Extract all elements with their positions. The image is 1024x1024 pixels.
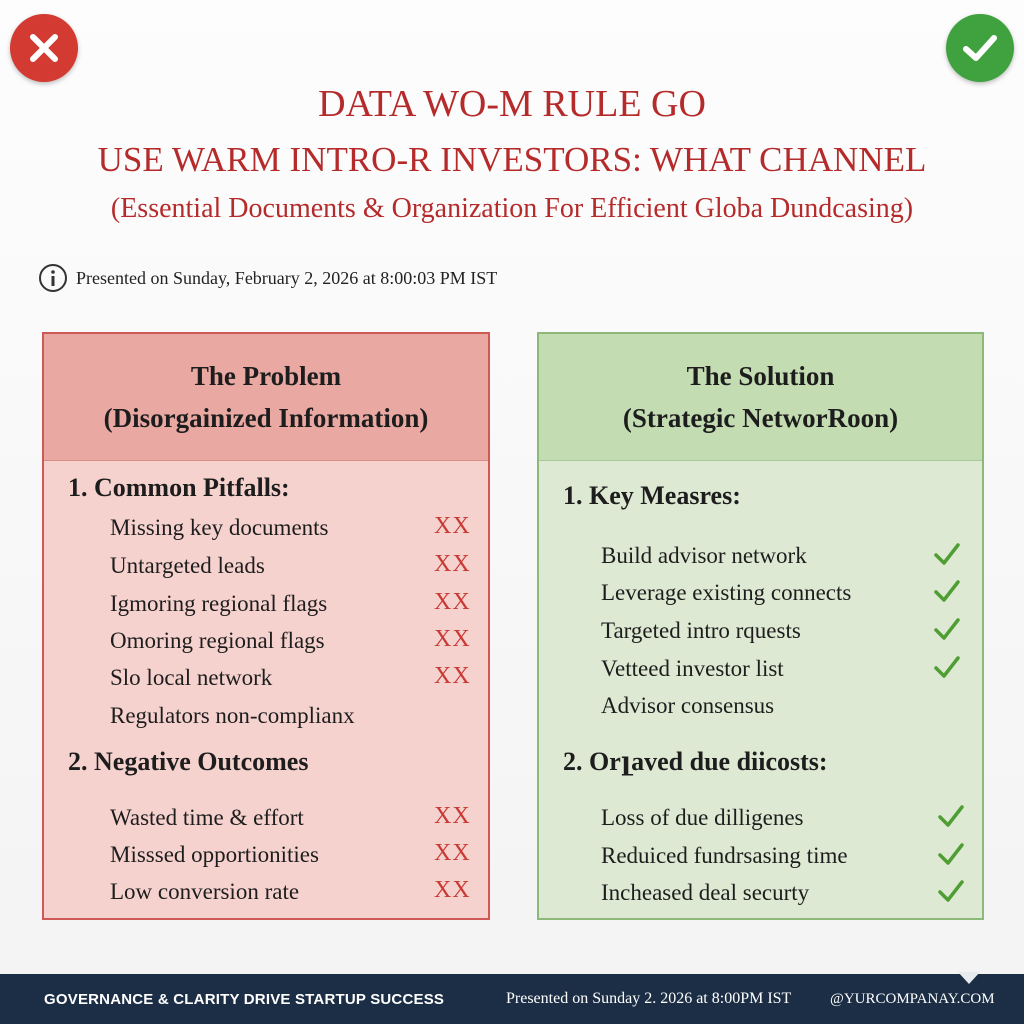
- x-mark-icon: XX: [434, 877, 471, 903]
- page-title: DATA WO-M RULE GO: [318, 83, 706, 125]
- x-mark-icon: XX: [434, 626, 471, 652]
- triangle-marker-icon: [958, 972, 980, 984]
- list-item: Leverage existing connects: [601, 580, 852, 605]
- list-item: Targeted intro rquests: [601, 618, 801, 643]
- solution-heading-sub: (Strategic NetworRoon): [622, 403, 899, 433]
- x-mark-icon: XX: [434, 663, 471, 689]
- solution-panel-header: The Solution (Strategic NetworRoon): [539, 334, 982, 461]
- problem-heading: The Problem: [190, 361, 342, 391]
- list-item: Slo local network: [110, 665, 273, 690]
- check-mark-icon: [937, 803, 965, 834]
- check-mark-icon: [937, 878, 965, 909]
- list-item: Wasted time & effort: [110, 805, 304, 830]
- list-item: Incheased deal securty: [601, 880, 810, 905]
- x-mark-icon: XX: [434, 803, 471, 829]
- check-mark-icon: [933, 578, 961, 609]
- list-item: Regulators non-complianx: [110, 703, 355, 728]
- presented-text: Presented on Sunday, February 2, 2026 at…: [76, 267, 498, 288]
- x-mark-icon: XX: [434, 840, 471, 866]
- x-mark-icon: XX: [434, 513, 471, 539]
- list-item: Low conversion rate: [110, 879, 300, 904]
- check-mark-icon: [933, 541, 961, 572]
- page-title-secondary: USE WARM INTRO-R INVESTORS: WHAT CHANNEL: [97, 140, 927, 179]
- problem-heading-sub: (Disorgainized Information): [103, 403, 429, 433]
- list-item: Loss of due dilligenes: [601, 805, 804, 830]
- presented-line: Presented on Sunday, February 2, 2026 at…: [38, 263, 497, 293]
- footer-handle-link[interactable]: @YURCOMPANAY.COM: [830, 990, 995, 1007]
- list-item: Reduiced fundrsasing time: [601, 843, 848, 868]
- check-circle-icon: [946, 14, 1014, 82]
- list-item: Build advisor network: [601, 543, 807, 568]
- footer-tagline: GOVERNANCE & CLARITY DRIVE STARTUP SUCCE…: [44, 990, 445, 1008]
- footer-presented: Presented on Sunday 2. 2026 at 8:00PM IS…: [506, 990, 792, 1007]
- x-mark-icon: XX: [434, 589, 471, 615]
- list-item: Omoring regional flags: [110, 628, 325, 653]
- list-item: Misssed opportionities: [110, 842, 319, 867]
- solution-panel: The Solution (Strategic NetworRoon) 1. K…: [537, 332, 984, 920]
- list-item: Igmoring regional flags: [110, 591, 328, 616]
- check-mark-icon: [937, 841, 965, 872]
- x-mark-icon: XX: [434, 551, 471, 577]
- solution-heading: The Solution: [686, 361, 835, 391]
- section-title-due-diligence: 2. Orլaved due diicosts:: [563, 747, 828, 776]
- check-mark-icon: [933, 654, 961, 685]
- footer-bar: GOVERNANCE & CLARITY DRIVE STARTUP SUCCE…: [0, 972, 1024, 1024]
- section-title-outcomes: 2. Negative Outcomes: [68, 747, 309, 776]
- info-icon: [38, 263, 68, 293]
- list-item: Untargeted leads: [110, 553, 265, 578]
- list-item: Vetteed investor list: [601, 656, 784, 681]
- x-circle-icon: [10, 14, 78, 82]
- section-title-measures: 1. Key Measres:: [563, 481, 741, 510]
- list-item: Advisor consensus: [601, 693, 775, 718]
- problem-panel: The Problem (Disorgainized Information) …: [42, 332, 490, 920]
- list-item: Missing key documents: [110, 515, 329, 540]
- problem-panel-header: The Problem (Disorgainized Information): [44, 334, 488, 461]
- check-mark-icon: [933, 616, 961, 647]
- section-title-pitfalls: 1. Common Pitfalls:: [68, 473, 290, 502]
- page-subtitle: (Essential Documents & Organization For …: [110, 193, 914, 224]
